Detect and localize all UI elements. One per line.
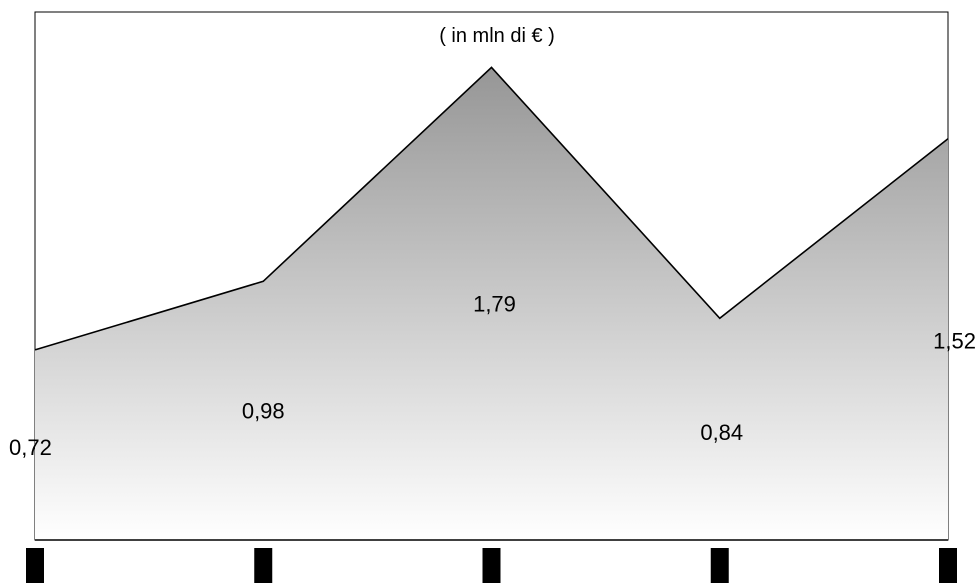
x-tick-marks (26, 548, 957, 583)
data-labels: 0,72 0,98 1,79 0,84 1,52 (9, 291, 976, 459)
x-tick-mark (939, 548, 957, 583)
data-label: 0,72 (9, 435, 52, 460)
x-tick-mark (710, 548, 729, 583)
x-tick-mark (26, 548, 44, 583)
data-label: 1,52 (933, 329, 976, 354)
data-label: 0,98 (242, 398, 285, 423)
data-label: 1,79 (473, 291, 516, 316)
data-label: 0,84 (700, 420, 743, 445)
x-tick-mark (254, 548, 273, 583)
chart-subtitle: ( in mln di € ) (439, 25, 555, 47)
area-fill (35, 67, 948, 540)
series-line (34, 66, 949, 351)
x-tick-mark (482, 548, 501, 583)
